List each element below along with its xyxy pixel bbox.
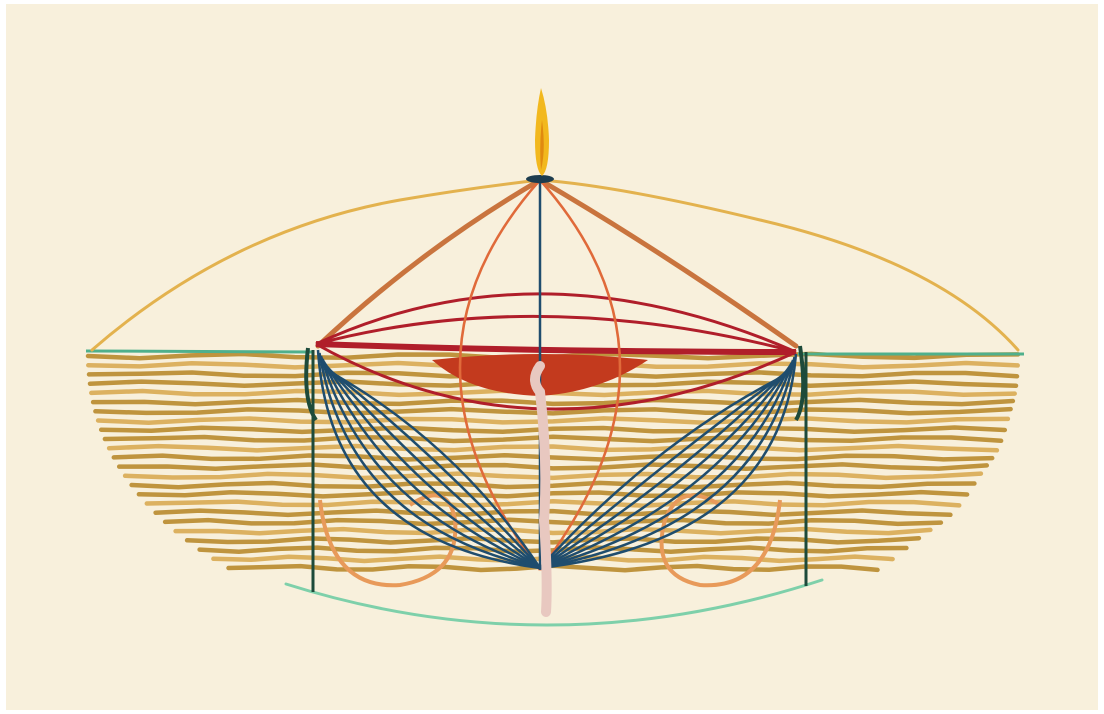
blue-thread-left	[324, 364, 541, 569]
blue-thread-right	[539, 368, 790, 570]
flame-core	[540, 120, 544, 170]
blue-thread-right	[539, 356, 796, 570]
bowl-stripe	[95, 416, 1011, 425]
blue-thread-left	[327, 369, 542, 569]
post-left-knot	[304, 347, 318, 422]
blue-thread-right	[539, 353, 798, 570]
orange-threads	[458, 179, 622, 571]
blue-thread-left	[318, 352, 541, 570]
bowl-stripe	[184, 535, 922, 545]
bowl-stripe	[98, 425, 1008, 435]
blue-thread-left	[316, 349, 541, 570]
bowl-stripe	[129, 480, 977, 490]
blue-thread-right	[539, 359, 795, 570]
blue-thread-right	[539, 365, 792, 570]
red-threads	[315, 292, 797, 411]
bowl-stripe	[116, 462, 990, 472]
posts	[304, 345, 808, 592]
bowl-stripe	[111, 452, 995, 462]
bowl-stripe	[106, 443, 1000, 453]
blue-thread-left	[326, 367, 541, 569]
bowl-stripe	[90, 397, 1016, 407]
blue-thread-left	[319, 355, 541, 570]
blue-thread-left	[321, 358, 541, 570]
bowl-stripe	[144, 499, 962, 508]
blue-thread-right	[539, 362, 793, 570]
pink-stem	[530, 361, 552, 617]
blue-threads	[316, 349, 798, 570]
lower-arc	[284, 578, 824, 627]
wick-base	[526, 175, 554, 183]
waterline-left	[85, 349, 315, 354]
bowl-stripe	[153, 508, 953, 518]
blue-thread-left	[322, 361, 541, 570]
bowl-stripe	[122, 471, 984, 481]
post-right-knot	[794, 345, 806, 422]
blue-thread-right	[539, 370, 788, 569]
blue-thread-right	[539, 373, 787, 569]
bowl-stripe	[162, 517, 944, 527]
bowl-stripe	[102, 434, 1004, 444]
bowl-stripes	[85, 351, 1021, 573]
rust-ropes	[315, 177, 799, 349]
bowl-stripe	[93, 406, 1013, 416]
bowl-stripe	[136, 489, 970, 499]
